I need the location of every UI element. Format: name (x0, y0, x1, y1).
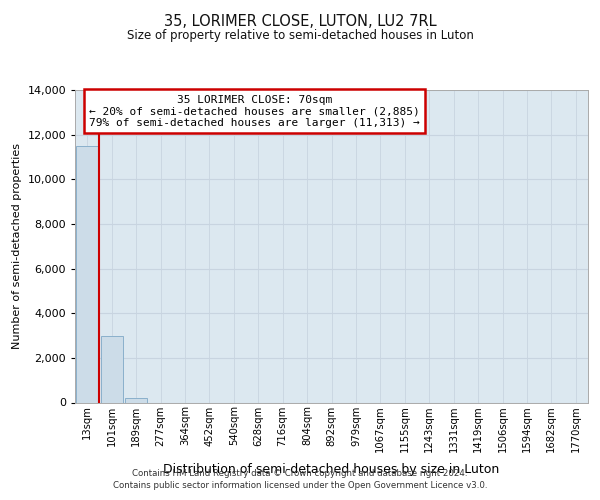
Bar (101, 336, 122, 402)
Text: 35 LORIMER CLOSE: 70sqm
← 20% of semi-detached houses are smaller (2,885)
79% of: 35 LORIMER CLOSE: 70sqm ← 20% of semi-de… (89, 94, 420, 128)
Y-axis label: Number of semi-detached properties: Number of semi-detached properties (12, 143, 22, 349)
Text: 35, LORIMER CLOSE, LUTON, LU2 7RL: 35, LORIMER CLOSE, LUTON, LU2 7RL (164, 14, 436, 29)
Bar (125, 398, 147, 402)
Bar (76, 146, 98, 403)
X-axis label: Distribution of semi-detached houses by size in Luton: Distribution of semi-detached houses by … (163, 463, 500, 476)
Text: Size of property relative to semi-detached houses in Luton: Size of property relative to semi-detach… (127, 29, 473, 42)
Text: Contains HM Land Registry data © Crown copyright and database right 2024.: Contains HM Land Registry data © Crown c… (132, 469, 468, 478)
Text: Contains public sector information licensed under the Open Government Licence v3: Contains public sector information licen… (113, 481, 487, 490)
